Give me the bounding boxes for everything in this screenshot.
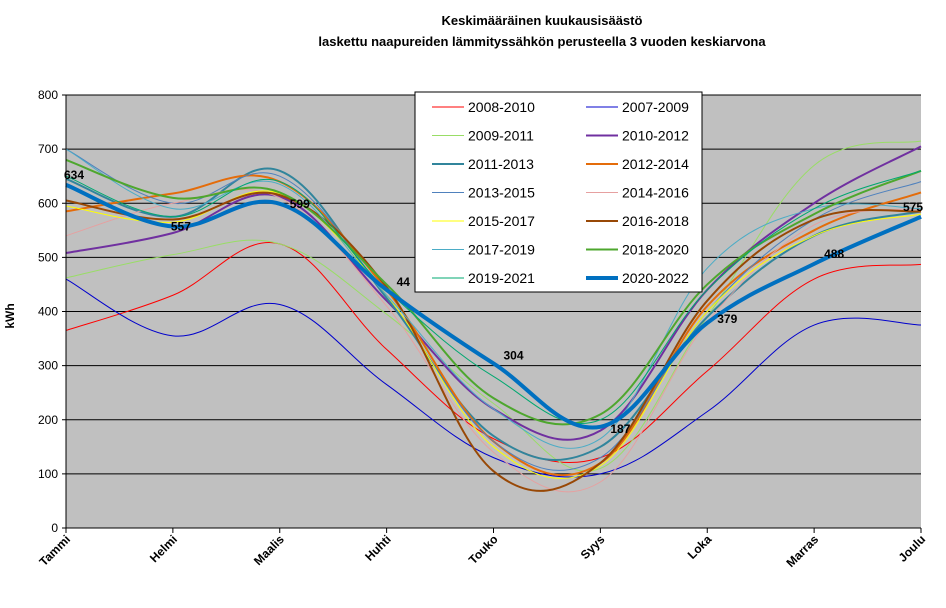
x-tick-label: Syys [578, 532, 608, 562]
series-line-2013-2015 [65, 148, 922, 471]
legend: 2008-2010 2007-2009 2009-2011 2010-2012 2011… [414, 91, 703, 293]
legend-label: 2018-2020 [622, 242, 689, 258]
x-tick-label: Maalis [251, 532, 287, 568]
data-label: 379 [717, 312, 737, 326]
data-label: 575 [903, 200, 923, 214]
legend-label: 2008-2010 [468, 99, 535, 115]
data-labels: 634 557 599 44 304 187 379 488 575 [64, 168, 923, 436]
x-tick-label: Touko [466, 532, 501, 567]
y-tick-label: 800 [38, 88, 58, 102]
legend-label: 2010-2012 [622, 128, 689, 144]
y-tick-label: 500 [38, 250, 58, 264]
x-tick-label: Huhti [362, 532, 394, 564]
y-tick-label: 600 [38, 196, 58, 210]
y-tick-label: 300 [38, 359, 58, 373]
y-tick-label: 0 [51, 521, 58, 535]
legend-label: 2013-2015 [468, 185, 535, 201]
legend-label: 2011-2013 [468, 156, 534, 172]
legend-label: 2014-2016 [622, 185, 689, 201]
legend-label: 2007-2009 [622, 99, 689, 115]
series-line-2008-2010 [65, 242, 922, 464]
chart-title: Keskimääräinen kuukausisäästö [442, 13, 643, 28]
x-tick-label: Marras [784, 532, 822, 570]
x-tick-label: Joulu [896, 532, 929, 565]
data-label: 187 [610, 422, 630, 436]
series-line-2016-2018 [65, 191, 922, 492]
data-label: 304 [504, 348, 524, 362]
data-label: 599 [290, 197, 310, 211]
legend-label: 2020-2022 [622, 270, 689, 286]
legend-label: 2015-2017 [468, 213, 535, 229]
y-tick-labels: 0 100 200 300 400 500 600 700 800 [38, 88, 58, 535]
series-line-2019-2021 [65, 170, 922, 425]
x-tick-label: Loka [685, 532, 715, 562]
legend-label: 2009-2011 [468, 128, 534, 144]
y-tick-label: 400 [38, 305, 58, 319]
y-tick-label: 100 [38, 467, 58, 481]
legend-label: 2016-2018 [622, 213, 689, 229]
series-line-2009-2011 [65, 140, 922, 472]
x-tick-labels: Tammi Helmi Maalis Huhti Touko Syys Loka Marras… [36, 532, 928, 570]
series-lines [65, 140, 922, 493]
y-axis-label: kWh [3, 303, 17, 328]
axes [65, 95, 922, 533]
data-label: 557 [171, 220, 191, 234]
legend-label: 2012-2014 [622, 156, 689, 172]
chart-subtitle: laskettu naapureiden lämmityssähkön peru… [318, 34, 766, 49]
data-label: 634 [64, 168, 84, 182]
y-tick-label: 200 [38, 413, 58, 427]
legend-label: 2019-2021 [468, 270, 535, 286]
series-line-2017-2019 [65, 148, 922, 449]
series-line-2018-2020 [65, 159, 922, 426]
x-tick-label: Helmi [147, 532, 180, 565]
y-tick-label: 700 [38, 142, 58, 156]
data-label: 488 [824, 247, 844, 261]
series-line-2007-2009 [65, 278, 922, 478]
legend-label: 2017-2019 [468, 242, 535, 258]
x-tick-label: Tammi [36, 532, 73, 569]
series-line-2020-2022 [65, 182, 922, 430]
data-label: 44 [397, 275, 411, 289]
